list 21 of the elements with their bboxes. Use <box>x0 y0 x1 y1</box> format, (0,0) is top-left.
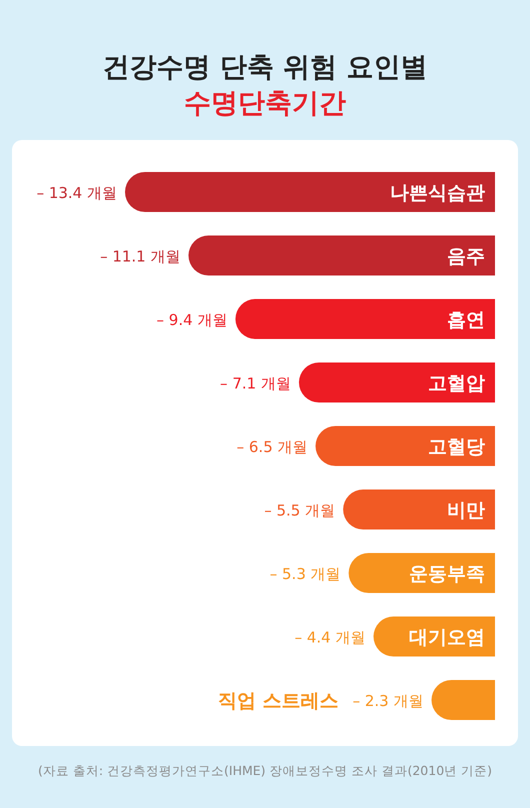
y-tick-label: 고혈압 <box>428 372 485 394</box>
text: (자료 출처: 건강측정평가연구소(IHME) 장애보정수명 조사 결과(2010년 기준) <box>38 763 492 778</box>
data-label: – 7.1 개월 <box>220 374 291 392</box>
data-label: – 2.3 개월 <box>352 692 424 710</box>
data-label: – 6.5 개월 <box>236 438 308 456</box>
chart-title: 건강수명 단축 위험 요인별 <box>102 52 428 83</box>
y-tick-label: 흡연 <box>447 309 485 331</box>
data-label: – 5.3 개월 <box>270 565 341 583</box>
y-tick-label: 고혈당 <box>428 436 485 458</box>
y-tick-label: 음주 <box>447 246 485 268</box>
y-tick-label: 비만 <box>447 500 485 522</box>
data-label: – 9.4 개월 <box>156 311 228 329</box>
chart-subtitle: 수명단축기간 <box>184 88 346 119</box>
y-tick-label: 대기오염 <box>409 626 485 648</box>
y-tick-label: 직업 스트레스 <box>218 690 339 712</box>
data-label: – 5.5 개월 <box>264 502 336 520</box>
y-tick-label: 나쁜식습관 <box>390 182 485 204</box>
data-label: – 13.4 개월 <box>36 184 117 202</box>
data-label: – 4.4 개월 <box>294 628 366 646</box>
data-label: – 11.1 개월 <box>100 248 181 266</box>
y-tick-label: 운동부족 <box>409 563 485 585</box>
